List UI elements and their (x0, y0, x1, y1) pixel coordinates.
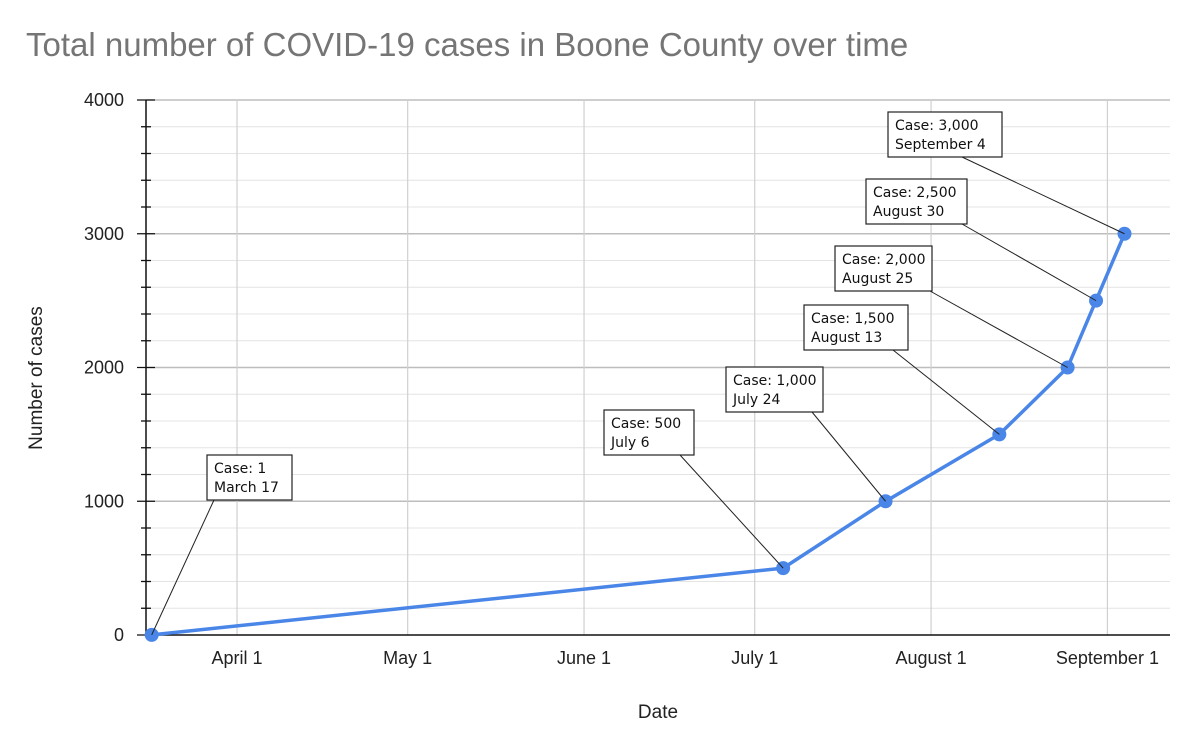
annotation-leader-line (961, 156, 1125, 235)
annotation-date-label: August 13 (811, 330, 882, 346)
annotation-callout: Case: 2,500 August 30 (865, 178, 1097, 302)
annotation-leader-line (929, 290, 1068, 368)
y-tick-label: 4000 (84, 90, 124, 110)
annotation-date-label: August 25 (842, 271, 913, 287)
annotation-box (834, 245, 933, 292)
annotation-callout: Case: 1,500 August 13 (803, 304, 1000, 435)
annotations: Case: 1 March 17 Case: 500 July 6 Case: 1,00… (151, 111, 1125, 636)
x-tick-label: April 1 (212, 648, 263, 668)
x-tick-label: August 1 (896, 648, 967, 668)
annotation-case-label: Case: 3,000 (895, 118, 979, 134)
annotation-box (603, 409, 695, 456)
annotation-date-label: July 6 (610, 435, 650, 451)
annotation-case-label: Case: 2,500 (873, 185, 957, 201)
annotation-callout: Case: 1,000 July 24 (725, 366, 886, 502)
annotation-callout: Case: 1 March 17 (151, 454, 293, 636)
annotation-box (206, 454, 293, 501)
tick-labels: 0 1000 2000 3000 4000 April 1 May 1 June 1 July … (84, 90, 1159, 668)
annotation-date-label: March 17 (214, 480, 279, 496)
annotation-case-label: Case: 1 (214, 461, 266, 477)
annotation-box (887, 111, 1003, 158)
annotation-box (725, 366, 824, 413)
chart-title: Total number of COVID-19 cases in Boone … (26, 26, 908, 63)
annotation-callout: Case: 3,000 September 4 (887, 111, 1125, 235)
annotation-date-label: August 30 (873, 204, 944, 220)
x-tick-label: September 1 (1056, 648, 1159, 668)
annotation-case-label: Case: 500 (611, 416, 681, 432)
annotation-date-label: September 4 (895, 137, 986, 153)
annotation-leader-line (151, 499, 215, 636)
grid (146, 99, 1170, 635)
annotation-callout: Case: 2,000 August 25 (834, 245, 1068, 368)
annotation-leader-line (811, 411, 886, 502)
annotation-case-label: Case: 1,000 (733, 373, 817, 389)
x-tick-label: July 1 (731, 648, 778, 668)
x-tick-label: May 1 (383, 648, 432, 668)
x-tick-label: June 1 (557, 648, 611, 668)
y-axis-title: Number of cases (26, 306, 47, 450)
annotation-leader-line (961, 223, 1097, 302)
annotation-box (803, 304, 909, 351)
annotation-box (865, 178, 968, 225)
annotation-case-label: Case: 2,000 (842, 252, 926, 268)
annotation-case-label: Case: 1,500 (811, 311, 895, 327)
annotation-leader-line (892, 349, 1000, 435)
x-axis-title: Date (638, 702, 678, 723)
y-tick-label: 3000 (84, 224, 124, 244)
annotation-leader-line (679, 454, 784, 569)
y-tick-label: 0 (114, 625, 124, 645)
annotation-date-label: July 24 (732, 392, 781, 408)
y-tick-label: 2000 (84, 358, 124, 378)
annotation-callout: Case: 500 July 6 (603, 409, 784, 569)
y-tick-label: 1000 (84, 491, 124, 511)
